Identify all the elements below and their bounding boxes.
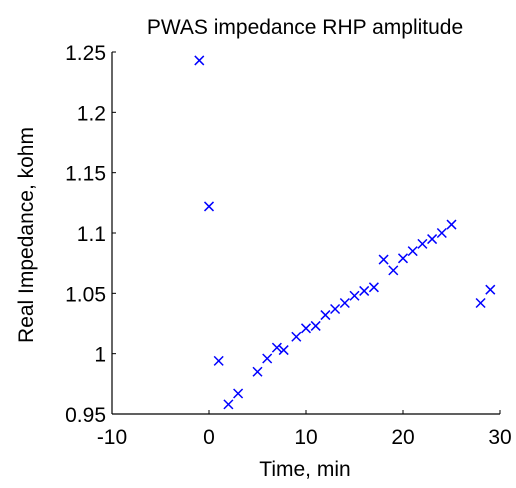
x-tick-label: 20 — [391, 426, 414, 449]
data-point — [213, 355, 224, 366]
data-markers — [194, 55, 496, 410]
data-point — [446, 219, 457, 230]
data-point — [223, 399, 234, 410]
data-point — [378, 254, 389, 265]
x-tick-label: 30 — [488, 426, 511, 449]
data-point — [262, 353, 273, 364]
data-point — [271, 342, 282, 353]
y-tick-label: 1.25 — [65, 42, 106, 65]
axis-ticks: -10 0 10 20 30 0.95 1 1.05 1.1 1.15 1.2 1.25 — [65, 42, 512, 449]
data-point — [427, 234, 438, 245]
data-point — [203, 201, 215, 212]
data-point — [300, 323, 312, 334]
x-tick-label: -10 — [97, 426, 127, 449]
y-tick-label: 1.05 — [65, 283, 106, 306]
data-point — [388, 265, 399, 276]
y-axis-label: Real Impedance, kohm — [15, 127, 38, 343]
y-tick-label: 0.95 — [65, 404, 106, 427]
data-point — [475, 297, 486, 309]
y-tick-label: 1.15 — [65, 163, 106, 186]
chart-title: PWAS impedance RHP amplitude — [147, 16, 463, 39]
data-point — [310, 320, 321, 331]
y-tick-label: 1.1 — [77, 223, 106, 246]
data-point — [485, 284, 496, 295]
data-point — [233, 388, 244, 399]
data-point — [368, 282, 379, 293]
x-tick-label: 0 — [203, 426, 215, 449]
x-tick-label: 10 — [294, 426, 317, 449]
data-point — [330, 303, 341, 315]
data-point — [320, 310, 331, 321]
data-point — [397, 253, 409, 264]
data-point — [417, 238, 428, 249]
data-point — [339, 297, 350, 309]
y-tick-label: 1.2 — [77, 102, 106, 125]
data-point — [349, 290, 360, 301]
data-point — [359, 285, 370, 296]
data-point — [194, 55, 205, 66]
y-tick-label: 1 — [94, 344, 106, 367]
data-point — [407, 246, 418, 257]
x-axis-label: Time, min — [259, 458, 350, 481]
data-point — [436, 227, 447, 239]
data-point — [278, 345, 289, 356]
data-point — [252, 366, 263, 377]
data-point — [291, 331, 302, 342]
